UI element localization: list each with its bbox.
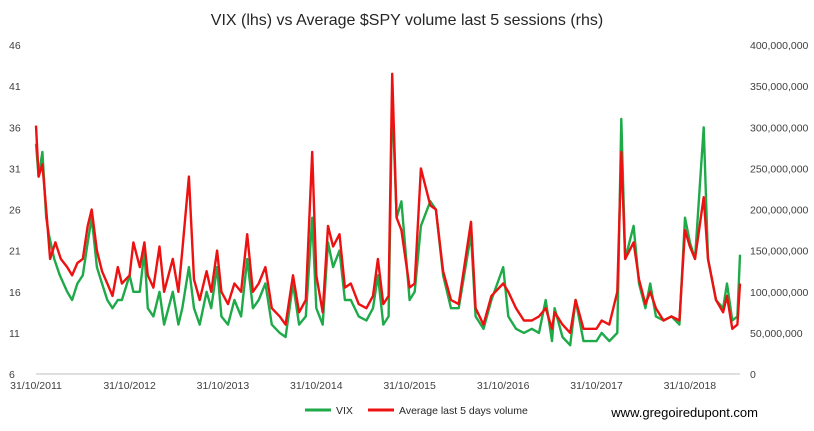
x-tick-label: 31/10/2011 (10, 380, 62, 392)
x-ticks: 31/10/2011 31/10/2012 31/10/2013 31/10/2014… (10, 380, 716, 392)
volume-series-line (34, 72, 742, 335)
y-left-tick-label: 26 (9, 205, 21, 217)
y-left-tick-label: 16 (9, 287, 21, 299)
x-tick-label: 31/10/2015 (383, 380, 436, 392)
x-tick-label: 31/10/2017 (570, 380, 623, 392)
y-left-tick-label: 41 (9, 81, 21, 93)
y-left-tick-label: 21 (9, 246, 21, 258)
y-left-tick-label: 46 (9, 40, 21, 52)
legend-label: VIX (336, 405, 353, 417)
y-right-tick-label: 300,000,000 (750, 122, 809, 134)
x-tick-label: 31/10/2018 (664, 380, 717, 392)
vix-series-line (34, 93, 742, 347)
y-right-tick-label: 200,000,000 (750, 205, 809, 217)
series-layer (34, 72, 742, 347)
chart-title: VIX (lhs) vs Average $SPY volume last 5 … (211, 12, 603, 29)
credit-text: www.gregoiredupont.com (610, 405, 758, 420)
x-tick-label: 31/10/2016 (477, 380, 530, 392)
y-right-tick-label: 400,000,000 (750, 40, 809, 52)
y-right-tick-label: 0 (750, 369, 756, 381)
y-right-ticks: 0 50,000,000 100,000,000 150,000,000 200,000… (750, 40, 809, 381)
x-tick-label: 31/10/2014 (290, 380, 343, 392)
x-tick-label: 31/10/2012 (103, 380, 156, 392)
legend: VIX Average last 5 days volume (305, 405, 528, 417)
y-left-tick-label: 31 (9, 163, 21, 175)
y-right-tick-label: 150,000,000 (750, 246, 809, 258)
y-left-tick-label: 11 (9, 328, 20, 340)
y-left-tick-label: 36 (9, 122, 21, 134)
y-left-ticks: 6 11 16 21 26 31 36 41 46 (9, 40, 21, 381)
legend-label: Average last 5 days volume (399, 405, 528, 417)
x-tick-label: 31/10/2013 (197, 380, 250, 392)
y-right-tick-label: 100,000,000 (750, 287, 809, 299)
y-left-tick-label: 6 (9, 369, 15, 381)
y-right-tick-label: 350,000,000 (750, 81, 809, 93)
y-right-tick-label: 50,000,000 (750, 328, 803, 340)
y-right-tick-label: 250,000,000 (750, 163, 809, 175)
